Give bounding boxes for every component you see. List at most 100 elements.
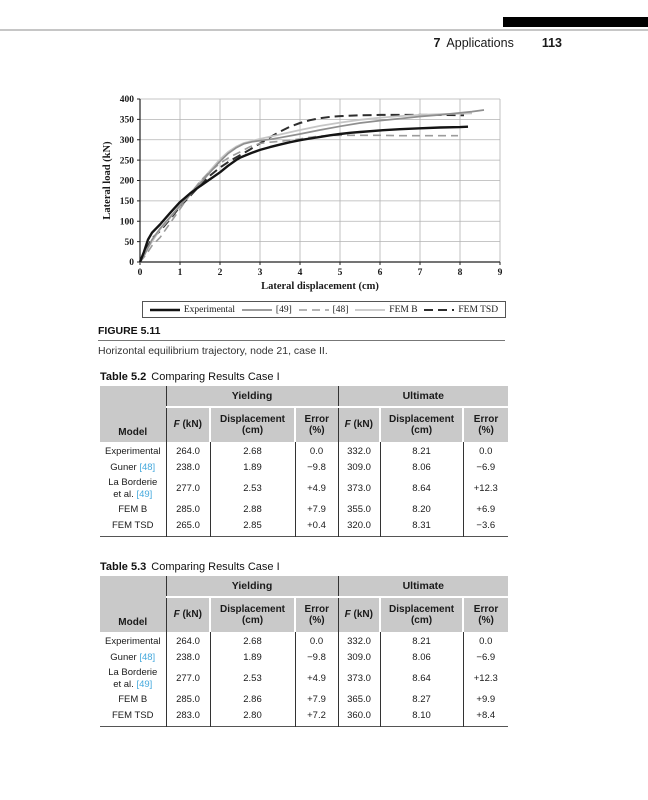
series-line-experimental — [138, 125, 469, 263]
value-cell: +0.4 — [294, 517, 339, 537]
figure-5-11-chart: 0 1 2 3 4 5 6 7 8 9 0 50 100 150 200 250 300 350 400 Latera… — [100, 92, 510, 300]
chapter-number: 7 — [433, 36, 441, 50]
running-head: 7 Applications 113 — [433, 36, 562, 50]
col-header-error: Error (%) — [462, 407, 509, 442]
col-header-error: Error (%) — [293, 597, 339, 632]
group-header-ultimate: Ultimate — [337, 576, 509, 598]
y-tick-label: 150 — [120, 197, 135, 207]
value-cell: −6.9 — [462, 650, 509, 666]
series-line-48 — [139, 134, 458, 263]
y-tick-label: 200 — [120, 177, 135, 187]
x-tick-label: 2 — [218, 268, 223, 278]
value-cell: 1.89 — [209, 650, 295, 666]
page-number: 113 — [541, 36, 562, 50]
value-cell: +7.2 — [294, 707, 339, 727]
table-5-3-number: Table 5.3 — [100, 561, 147, 573]
value-cell: 285.0 — [165, 691, 210, 708]
value-cell: 283.0 — [165, 707, 210, 727]
col-header-force: F (kN) — [165, 597, 210, 632]
legend-label: [49] — [275, 304, 292, 315]
value-cell: 238.0 — [165, 650, 210, 666]
value-cell: 360.0 — [337, 707, 381, 727]
line-chart: 0 1 2 3 4 5 6 7 8 9 0 50 100 150 200 250 300 350 400 Latera… — [102, 95, 503, 292]
legend-item-femtsd: FEM TSD — [424, 305, 498, 315]
table-5-2-title: Table 5.2 Comparing Results Case I — [100, 371, 280, 383]
table-row: Guner [48] 238.0 1.89 −9.8 309.0 8.06 −6.9 — [100, 460, 509, 476]
legend-line-sample — [149, 308, 180, 311]
value-cell: 0.0 — [462, 632, 509, 650]
citation-link[interactable]: [48] — [139, 652, 156, 664]
table-row: La Borderie et al. [49] 277.0 2.53 +4.9 373.0… — [100, 476, 509, 502]
citation-link[interactable]: [49] — [136, 678, 153, 690]
group-header-ultimate: Ultimate — [337, 386, 509, 408]
figure-caption-rule — [98, 340, 505, 341]
legend-line-sample — [241, 308, 272, 311]
series-line-femb — [139, 112, 473, 263]
value-cell: +4.9 — [294, 476, 339, 502]
legend-label: [48] — [332, 304, 349, 315]
value-cell: 8.64 — [379, 666, 464, 692]
table-row: FEM TSD 265.0 2.85 +0.4 320.0 8.31 −3.6 — [100, 517, 509, 537]
model-name: Experimental — [105, 636, 161, 648]
model-cell: La Borderie et al. [49] — [100, 476, 166, 502]
legend-label: Experimental — [183, 304, 236, 315]
value-cell: 264.0 — [165, 632, 210, 650]
citation-link[interactable]: [48] — [139, 462, 156, 474]
value-cell: 238.0 — [165, 460, 210, 476]
legend-item-experimental: Experimental — [149, 304, 236, 315]
legend-label: FEM TSD — [458, 304, 499, 315]
table-5-2-caption: Comparing Results Case I — [151, 371, 280, 383]
x-tick-label: 4 — [298, 268, 303, 278]
value-cell: 264.0 — [165, 442, 210, 460]
legend-item-femb: FEM B — [355, 305, 418, 315]
value-cell: 8.06 — [379, 460, 464, 476]
x-tick-label: 1 — [178, 268, 183, 278]
x-tick-label: 0 — [138, 268, 143, 278]
value-cell: 2.53 — [209, 666, 295, 692]
model-name: Experimental — [105, 446, 161, 458]
table-5-3: Model Yielding Ultimate F (kN) Displacem… — [100, 576, 509, 727]
value-cell: 332.0 — [337, 442, 381, 460]
value-cell: 8.64 — [379, 476, 464, 502]
table-5-2-body: Experimental 264.0 2.68 0.0 332.0 8.21 0.0 Gune… — [100, 442, 509, 537]
model-cell: FEM TSD — [100, 708, 166, 727]
value-cell: 8.27 — [379, 691, 464, 708]
x-tick-label: 8 — [458, 268, 463, 278]
table-5-3-body: Experimental 264.0 2.68 0.0 332.0 8.21 0.0 Gune… — [100, 632, 509, 727]
model-name: FEM B — [118, 503, 148, 515]
table-5-3-caption: Comparing Results Case I — [151, 561, 280, 573]
value-cell: 1.89 — [209, 460, 295, 476]
model-name: FEM B — [118, 693, 148, 705]
value-cell: +12.3 — [462, 666, 509, 692]
y-tick-label: 0 — [129, 258, 134, 268]
legend-line-sample — [298, 308, 329, 311]
value-cell: 8.31 — [379, 517, 464, 537]
value-cell: 8.20 — [379, 501, 464, 518]
col-header-displacement: Displacement (cm) — [209, 407, 295, 442]
citation-link[interactable]: [49] — [136, 488, 153, 500]
table-row: Guner [48] 238.0 1.89 −9.8 309.0 8.06 −6.9 — [100, 650, 509, 666]
col-header-error: Error (%) — [462, 597, 509, 632]
table-row: FEM B 285.0 2.86 +7.9 365.0 8.27 +9.9 — [100, 691, 509, 708]
model-name: FEM TSD — [111, 519, 154, 531]
value-cell: 355.0 — [337, 501, 381, 518]
table-row: La Borderie et al. [49] 277.0 2.53 +4.9 373.0… — [100, 666, 509, 692]
col-header-model: Model — [100, 576, 166, 632]
value-cell: 285.0 — [165, 501, 210, 518]
value-cell: 2.85 — [209, 517, 295, 537]
col-header-model: Model — [100, 386, 166, 442]
value-cell: 309.0 — [337, 460, 381, 476]
legend-line-sample — [424, 308, 455, 311]
value-cell: 0.0 — [294, 632, 339, 650]
y-axis-title: Lateral load (kN) — [102, 141, 113, 220]
table-row: Experimental 264.0 2.68 0.0 332.0 8.21 0.0 — [100, 442, 509, 460]
table-5-3-title: Table 5.3 Comparing Results Case I — [100, 561, 280, 573]
value-cell: −6.9 — [462, 460, 509, 476]
y-tick-label: 100 — [120, 217, 135, 227]
model-cell: Guner [48] — [100, 650, 166, 666]
col-header-force: F (kN) — [337, 597, 381, 632]
value-cell: 8.21 — [379, 442, 464, 460]
value-cell: 2.68 — [209, 442, 295, 460]
model-cell: La Borderie et al. [49] — [100, 666, 166, 692]
value-cell: +6.9 — [462, 501, 509, 518]
